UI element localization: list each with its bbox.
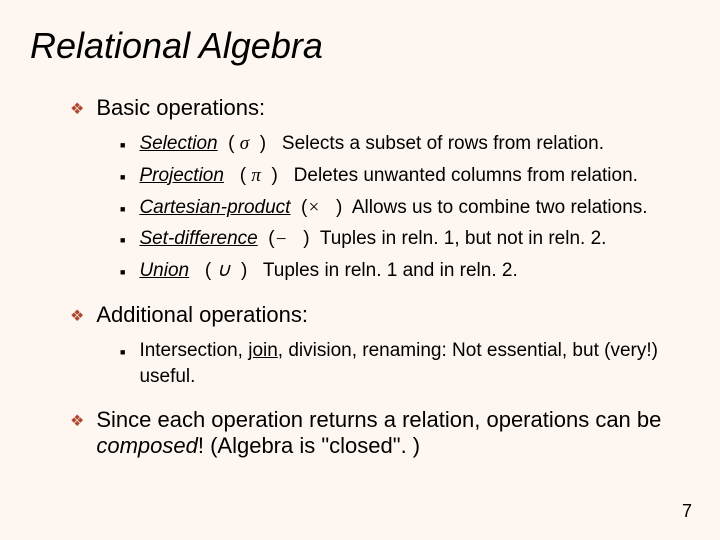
closing-text: Since each operation returns a relation,… bbox=[96, 407, 700, 459]
list-item: ■ Union ( ∪ ) Tuples in reln. 1 and in r… bbox=[120, 258, 700, 284]
list-item: ■ Projection ( π ) Deletes unwanted colu… bbox=[120, 163, 700, 189]
list-item: ■ Cartesian-product (× ) Allows us to co… bbox=[120, 195, 700, 221]
item-text: Union ( ∪ ) Tuples in reln. 1 and in rel… bbox=[139, 258, 700, 284]
list-item: ■ Selection ( σ ) Selects a subset of ro… bbox=[120, 131, 700, 157]
minus-symbol: − bbox=[275, 227, 288, 253]
composed-word: composed bbox=[96, 433, 198, 458]
square-bullet-icon: ■ bbox=[120, 171, 125, 183]
additional-operations-section: ❖ Additional operations: ■ Intersection,… bbox=[70, 302, 700, 389]
closing-prefix: Since each operation returns a relation,… bbox=[96, 407, 661, 432]
operation-desc: Tuples in reln. 1, but not in reln. 2. bbox=[320, 228, 607, 249]
closing-section: ❖ Since each operation returns a relatio… bbox=[70, 407, 700, 459]
page-number: 7 bbox=[682, 501, 692, 522]
item-text: Cartesian-product (× ) Allows us to comb… bbox=[139, 195, 700, 221]
operation-name: Union bbox=[139, 260, 189, 281]
slide-content: ❖ Basic operations: ■ Selection ( σ ) Se… bbox=[70, 95, 700, 459]
list-item: ■ Set-difference (− ) Tuples in reln. 1,… bbox=[120, 226, 700, 252]
operation-desc: Selects a subset of rows from relation. bbox=[282, 133, 604, 154]
basic-operations-section: ❖ Basic operations: ■ Selection ( σ ) Se… bbox=[70, 95, 700, 284]
section-header: ❖ Additional operations: bbox=[70, 302, 700, 328]
square-bullet-icon: ■ bbox=[120, 139, 125, 151]
union-symbol: ∪ bbox=[217, 258, 231, 284]
closing-suffix: ! (Algebra is "closed". ) bbox=[198, 433, 420, 458]
operation-desc: Deletes unwanted columns from relation. bbox=[294, 165, 638, 186]
diamond-bullet-icon: ❖ bbox=[70, 99, 84, 119]
slide-title: Relational Algebra bbox=[30, 25, 700, 67]
item-text: Projection ( π ) Deletes unwanted column… bbox=[139, 163, 700, 189]
item-text: Selection ( σ ) Selects a subset of rows… bbox=[139, 131, 700, 157]
list-item: ■ Intersection, join, division, renaming… bbox=[120, 338, 700, 389]
section-header: ❖ Since each operation returns a relatio… bbox=[70, 407, 700, 459]
operation-desc: Tuples in reln. 1 and in reln. 2. bbox=[263, 260, 518, 281]
text-prefix: Intersection, bbox=[139, 340, 248, 361]
diamond-bullet-icon: ❖ bbox=[70, 411, 84, 431]
operation-desc: Allows us to combine two relations. bbox=[352, 197, 648, 218]
times-symbol: × bbox=[307, 195, 320, 221]
square-bullet-icon: ■ bbox=[120, 234, 125, 246]
square-bullet-icon: ■ bbox=[120, 203, 125, 215]
operation-name: Selection bbox=[139, 133, 217, 154]
operation-name: Set-difference bbox=[139, 228, 257, 249]
operation-name: Projection bbox=[139, 165, 224, 186]
section-title: Additional operations: bbox=[96, 302, 308, 328]
join-text: join bbox=[248, 340, 278, 361]
sub-items-list: ■ Intersection, join, division, renaming… bbox=[120, 338, 700, 389]
item-text: Set-difference (− ) Tuples in reln. 1, b… bbox=[139, 226, 700, 252]
section-header: ❖ Basic operations: bbox=[70, 95, 700, 121]
section-title: Basic operations: bbox=[96, 95, 265, 121]
square-bullet-icon: ■ bbox=[120, 346, 125, 358]
operation-name: Cartesian-product bbox=[139, 197, 290, 218]
sigma-symbol: σ bbox=[240, 131, 249, 157]
square-bullet-icon: ■ bbox=[120, 266, 125, 278]
pi-symbol: π bbox=[251, 163, 261, 189]
sub-items-list: ■ Selection ( σ ) Selects a subset of ro… bbox=[120, 131, 700, 284]
item-text: Intersection, join, division, renaming: … bbox=[139, 338, 700, 389]
diamond-bullet-icon: ❖ bbox=[70, 306, 84, 326]
